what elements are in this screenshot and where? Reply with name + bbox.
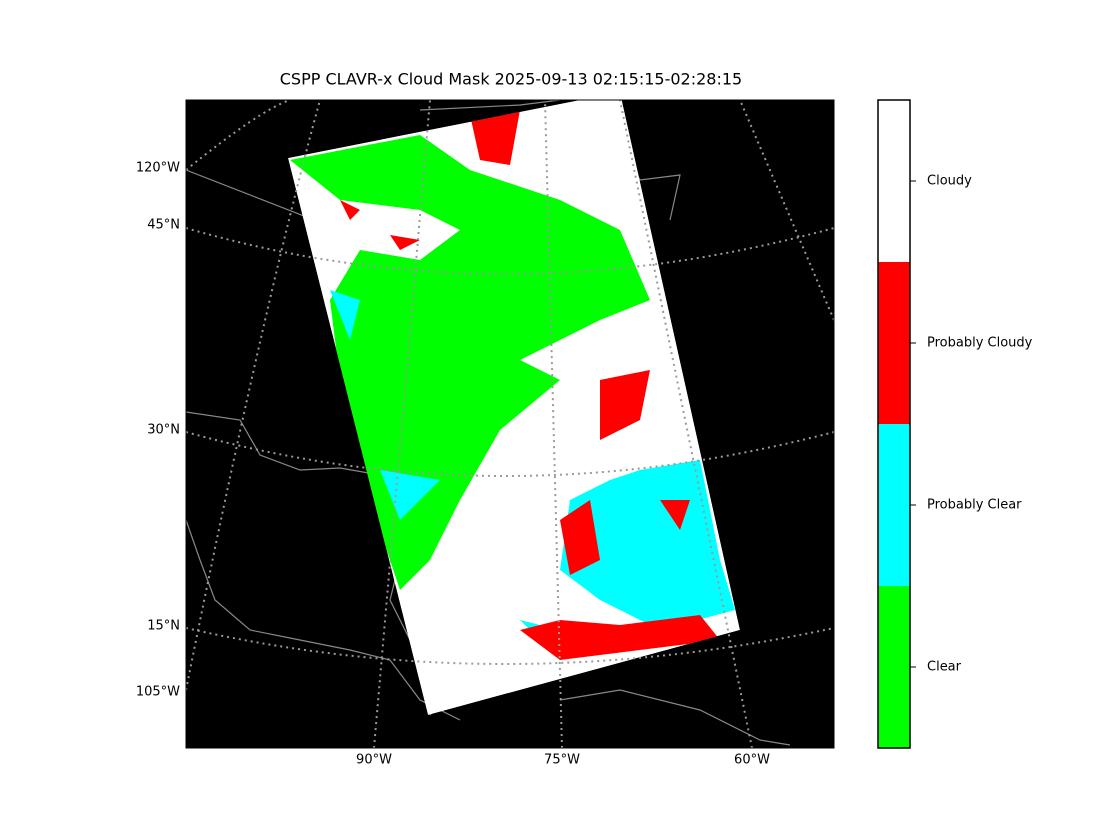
colorbar-label: Cloudy bbox=[927, 174, 972, 189]
swath-probably-cloudy bbox=[340, 110, 720, 660]
lat-label: 15°N bbox=[147, 619, 180, 634]
colorbar-segment bbox=[878, 262, 910, 424]
lon-label: 75°W bbox=[544, 753, 580, 768]
map-content bbox=[186, 100, 834, 748]
colorbar-label: Probably Cloudy bbox=[927, 336, 1033, 351]
colorbar-label: Clear bbox=[927, 660, 962, 675]
colorbar-label: Probably Clear bbox=[927, 498, 1022, 513]
lat-label: 45°N bbox=[147, 218, 180, 233]
colorbar-frame bbox=[877, 99, 911, 749]
lat-label: 120°W bbox=[136, 161, 180, 176]
colorbar-segment bbox=[878, 424, 910, 586]
lon-label: 60°W bbox=[734, 753, 770, 768]
title: CSPP CLAVR-x Cloud Mask 2025-09-13 02:15… bbox=[280, 70, 742, 89]
swath-clear bbox=[290, 135, 650, 590]
lat-label: 30°N bbox=[147, 423, 180, 438]
lon-label: 90°W bbox=[356, 753, 392, 768]
lat-label: 105°W bbox=[136, 685, 180, 700]
swath-probably-clear bbox=[330, 290, 735, 660]
swath bbox=[288, 100, 740, 715]
grid-lon bbox=[186, 100, 834, 748]
grid-lat bbox=[186, 227, 834, 665]
colorbar: Clear Probably Clear Probably Cloudy Cloudy bbox=[877, 99, 1033, 749]
map-frame bbox=[185, 99, 835, 749]
colorbar-segment bbox=[878, 100, 910, 262]
colorbar-segment bbox=[878, 586, 910, 748]
